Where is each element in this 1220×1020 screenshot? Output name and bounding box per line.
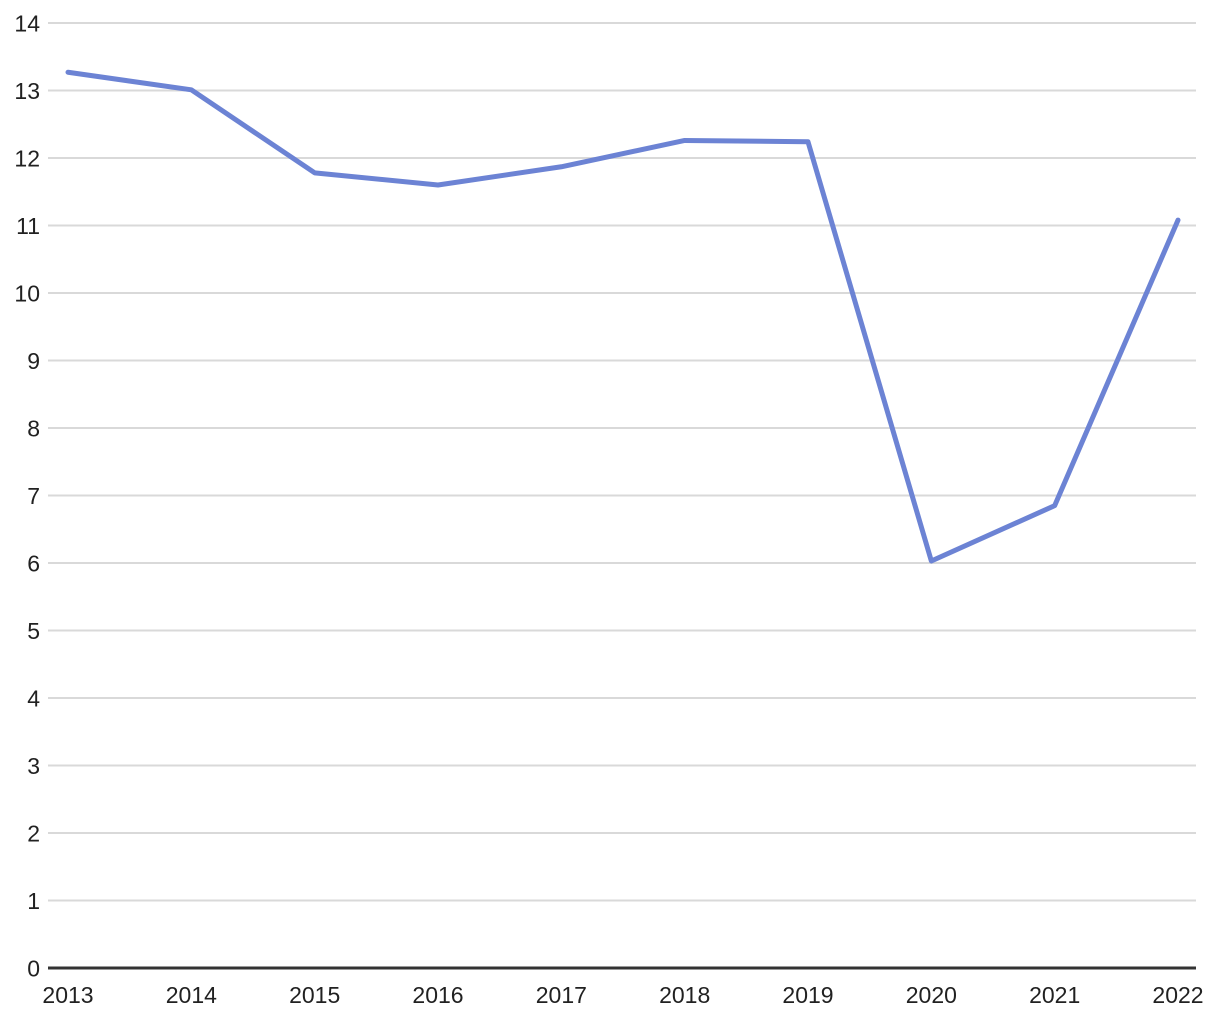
- y-axis-tick-label: 0: [27, 955, 40, 981]
- x-axis-tick-label: 2017: [536, 982, 587, 1008]
- y-axis-tick-label: 6: [27, 550, 40, 576]
- data-series-line: [65, 69, 1181, 564]
- x-axis-tick-label: 2018: [659, 982, 710, 1008]
- x-axis-tick-label: 2019: [782, 982, 833, 1008]
- x-axis-tick-label: 2021: [1029, 982, 1080, 1008]
- y-axis-tick-label: 4: [27, 685, 40, 711]
- y-axis-tick-label: 13: [14, 78, 40, 104]
- x-axis-tick-label: 2015: [289, 982, 340, 1008]
- y-axis-tick-label: 14: [14, 10, 40, 36]
- y-axis-tick-label: 7: [27, 483, 40, 509]
- x-axis-tick-label: 2016: [412, 982, 463, 1008]
- y-axis-tick-label: 3: [27, 753, 40, 779]
- y-axis-tick-label: 2: [27, 820, 40, 846]
- x-axis-tick-label: 2014: [166, 982, 217, 1008]
- y-axis-tick-label: 1: [27, 888, 40, 914]
- x-axis-tick-label: 2013: [42, 982, 93, 1008]
- x-axis-tick-label: 2020: [906, 982, 957, 1008]
- y-axis-tick-label: 8: [27, 415, 40, 441]
- y-axis-tick-label: 10: [14, 280, 40, 306]
- y-axis-tick-label: 9: [27, 348, 40, 374]
- x-axis-tick-label: 2022: [1152, 982, 1203, 1008]
- y-axis-tick-label: 5: [27, 618, 40, 644]
- y-axis-tick-label: 12: [14, 145, 40, 171]
- y-axis-tick-label: 11: [16, 213, 40, 239]
